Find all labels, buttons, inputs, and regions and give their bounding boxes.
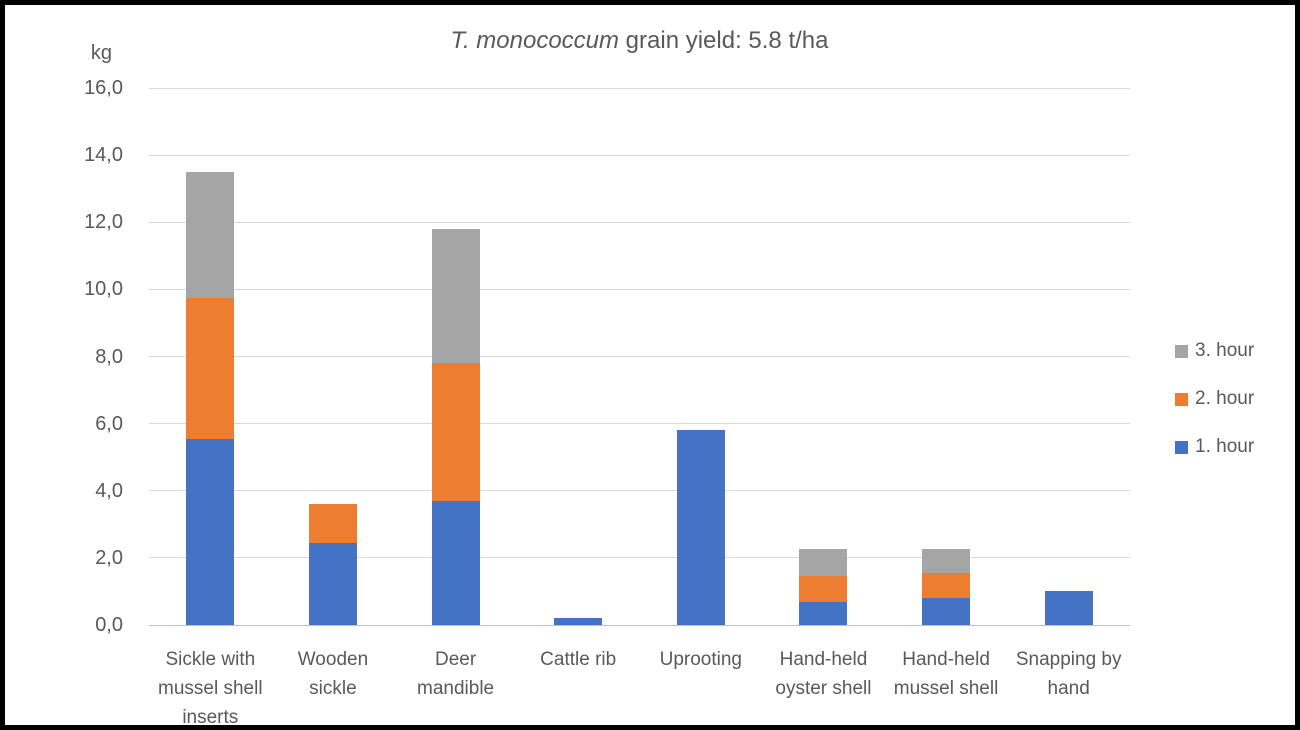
y-axis-tick-label: 6,0 <box>95 412 123 435</box>
bar-segment <box>431 363 480 501</box>
y-axis-tick-label: 12,0 <box>84 211 123 234</box>
legend-label: 1. hour <box>1195 436 1255 457</box>
gridline <box>149 288 1130 290</box>
bar-segment <box>1044 591 1093 625</box>
y-axis-tick-label: 0,0 <box>95 614 123 636</box>
bar-segment <box>799 576 848 602</box>
legend-swatch <box>1175 392 1188 406</box>
bar-segment <box>676 430 725 625</box>
bar-segment <box>922 572 971 599</box>
bar-segment <box>554 618 603 625</box>
legend-swatch <box>1175 344 1188 358</box>
x-axis-category-label: Sickle with mussel shell inserts <box>158 649 263 728</box>
legend: 3. hour 2. hour 1. hour <box>1175 327 1254 471</box>
bar-segment <box>431 500 480 625</box>
legend-label: 3. hour <box>1195 340 1255 361</box>
bar-segment <box>799 549 848 577</box>
gridline <box>149 490 1130 492</box>
bar-segment <box>922 598 971 625</box>
y-axis-tick-label: 2,0 <box>95 546 123 569</box>
x-axis-category-label: Snapping by hand <box>1015 649 1122 699</box>
legend-label: 2. hour <box>1195 388 1255 409</box>
y-axis-tick-label: 8,0 <box>95 345 123 368</box>
x-axis-category-label: Hand-held mussel shell <box>893 649 999 699</box>
gridline <box>149 423 1130 425</box>
legend-item: 3. hour <box>1175 327 1254 375</box>
bar-segment <box>308 542 357 625</box>
y-axis-tick-label: 16,0 <box>84 77 123 99</box>
x-axis-category-label: Hand-held oyster shell <box>775 649 872 699</box>
bar-segment <box>308 504 357 543</box>
y-axis-tick-label: 4,0 <box>95 479 123 502</box>
chart-title-rest: grain yield: 5.8 t/ha <box>619 27 829 54</box>
chart-title-species: T. monococcum <box>450 27 620 54</box>
legend-item: 2. hour <box>1175 375 1254 423</box>
gridline <box>149 87 1130 89</box>
x-axis-category-label: Uprooting <box>659 649 742 670</box>
bar-segment <box>922 549 971 573</box>
legend-swatch <box>1175 440 1188 454</box>
chart-title: T. monococcum grain yield: 5.8 t/ha <box>149 26 1130 56</box>
bar-segment <box>186 438 235 625</box>
y-axis-unit-label: kg <box>90 42 112 64</box>
y-axis-tick-label: 10,0 <box>84 278 123 301</box>
gridline <box>149 557 1130 559</box>
bar-segment <box>799 601 848 625</box>
gridline <box>149 221 1130 223</box>
bar-segment <box>431 228 480 364</box>
y-axis-tick-label: 14,0 <box>84 144 123 167</box>
gridline <box>149 356 1130 357</box>
x-axis-category-label: Wooden sickle <box>297 649 369 699</box>
bar-segment <box>186 297 235 439</box>
gridline <box>149 154 1130 156</box>
x-axis-category-label: Cattle rib <box>540 649 617 670</box>
x-axis-line <box>149 624 1130 626</box>
x-axis-category-label: Deer mandible <box>417 649 495 699</box>
legend-item: 1. hour <box>1175 423 1254 471</box>
bar-segment <box>186 171 235 298</box>
